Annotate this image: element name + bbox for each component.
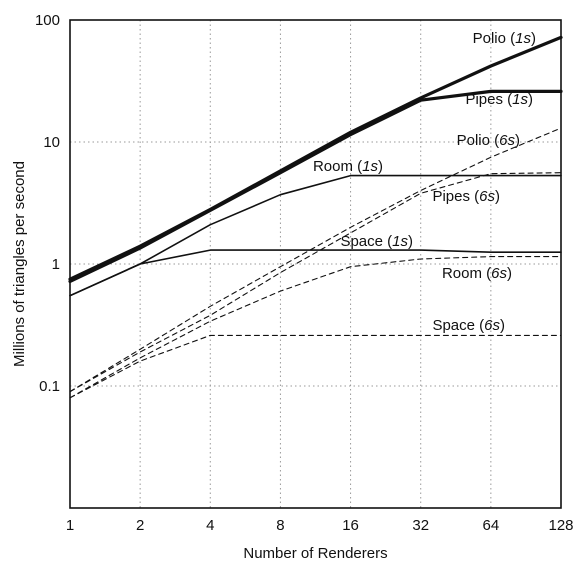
x-tick-label: 64 — [483, 517, 500, 534]
x-tick-label: 1 — [66, 517, 74, 534]
series-line-pipes-1s — [68, 89, 563, 283]
x-tick-label: 2 — [136, 517, 144, 534]
y-tick-label: 0.1 — [39, 378, 60, 395]
x-tick-label: 8 — [276, 517, 284, 534]
x-tick-label: 16 — [342, 517, 359, 534]
x-tick-labels: 1 2 4 8 16 32 64 128 — [66, 517, 574, 534]
plot-frame — [69, 19, 562, 509]
series-line-pipes-6s — [69, 172, 562, 393]
series-label-room-6s: Room (6s) — [442, 265, 512, 282]
series-line-space-1s — [69, 249, 562, 297]
x-axis-title: Number of Renderers — [243, 545, 387, 562]
series-line-room-1s — [69, 174, 562, 297]
y-tick-labels: 0.1 1 10 100 — [35, 12, 60, 395]
series-labels: Polio (1s) Pipes (1s) Polio (6s) Room (1s) P… — [313, 30, 536, 334]
series-label-space-1s: Space (1s) — [340, 233, 413, 250]
series-line-polio-6s — [69, 127, 562, 393]
series-label-polio-1s: Polio (1s) — [473, 30, 536, 47]
series-label-pipes-1s: Pipes (1s) — [465, 91, 533, 108]
x-tick-label: 128 — [548, 517, 573, 534]
series-lines — [68, 35, 563, 399]
series-line-space-6s — [69, 334, 562, 399]
y-tick-label: 100 — [35, 12, 60, 29]
series-label-polio-6s: Polio (6s) — [457, 132, 520, 149]
series-label-pipes-6s: Pipes (6s) — [432, 188, 500, 205]
y-axis-title: Millions of triangles per second — [11, 161, 28, 367]
series-label-room-1s: Room (1s) — [313, 158, 383, 175]
y-tick-label: 10 — [43, 134, 60, 151]
x-tick-label: 32 — [412, 517, 429, 534]
series-line-room-6s — [69, 256, 562, 399]
y-tick-label: 1 — [52, 256, 60, 273]
grid-lines — [70, 20, 561, 508]
x-tick-label: 4 — [206, 517, 214, 534]
series-label-space-6s: Space (6s) — [432, 317, 505, 334]
